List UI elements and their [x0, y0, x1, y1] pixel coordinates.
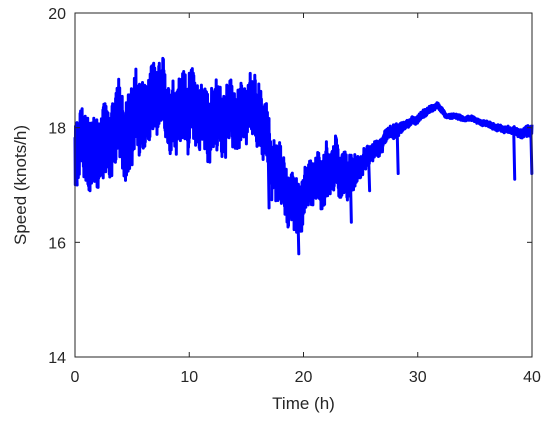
y-tick-label: 14 [48, 350, 66, 367]
x-tick-label: 20 [295, 369, 313, 386]
speed-spike [512, 129, 517, 181]
y-tick-label: 20 [48, 6, 66, 23]
y-tick-label: 16 [48, 235, 66, 252]
speed-series-line [73, 56, 534, 234]
axis-ticks [74, 12, 533, 358]
x-tick-label: 10 [180, 369, 198, 386]
plot-area [73, 56, 534, 256]
y-axis-label: Speed (knots/h) [11, 125, 30, 245]
speed-spike [348, 171, 353, 224]
speed-spike [395, 130, 400, 176]
x-tick-label: 40 [523, 369, 541, 386]
x-tick-label: 0 [71, 369, 80, 386]
speed-spike [74, 154, 79, 187]
speed-spike [266, 139, 271, 210]
speed-spike [296, 206, 301, 256]
x-tick-label: 30 [409, 369, 427, 386]
tick-labels: 0 10 20 30 40 14 16 18 20 [48, 6, 541, 386]
speed-spike [367, 156, 372, 193]
x-axis-label: Time (h) [272, 394, 335, 413]
y-tick-label: 18 [48, 121, 66, 138]
